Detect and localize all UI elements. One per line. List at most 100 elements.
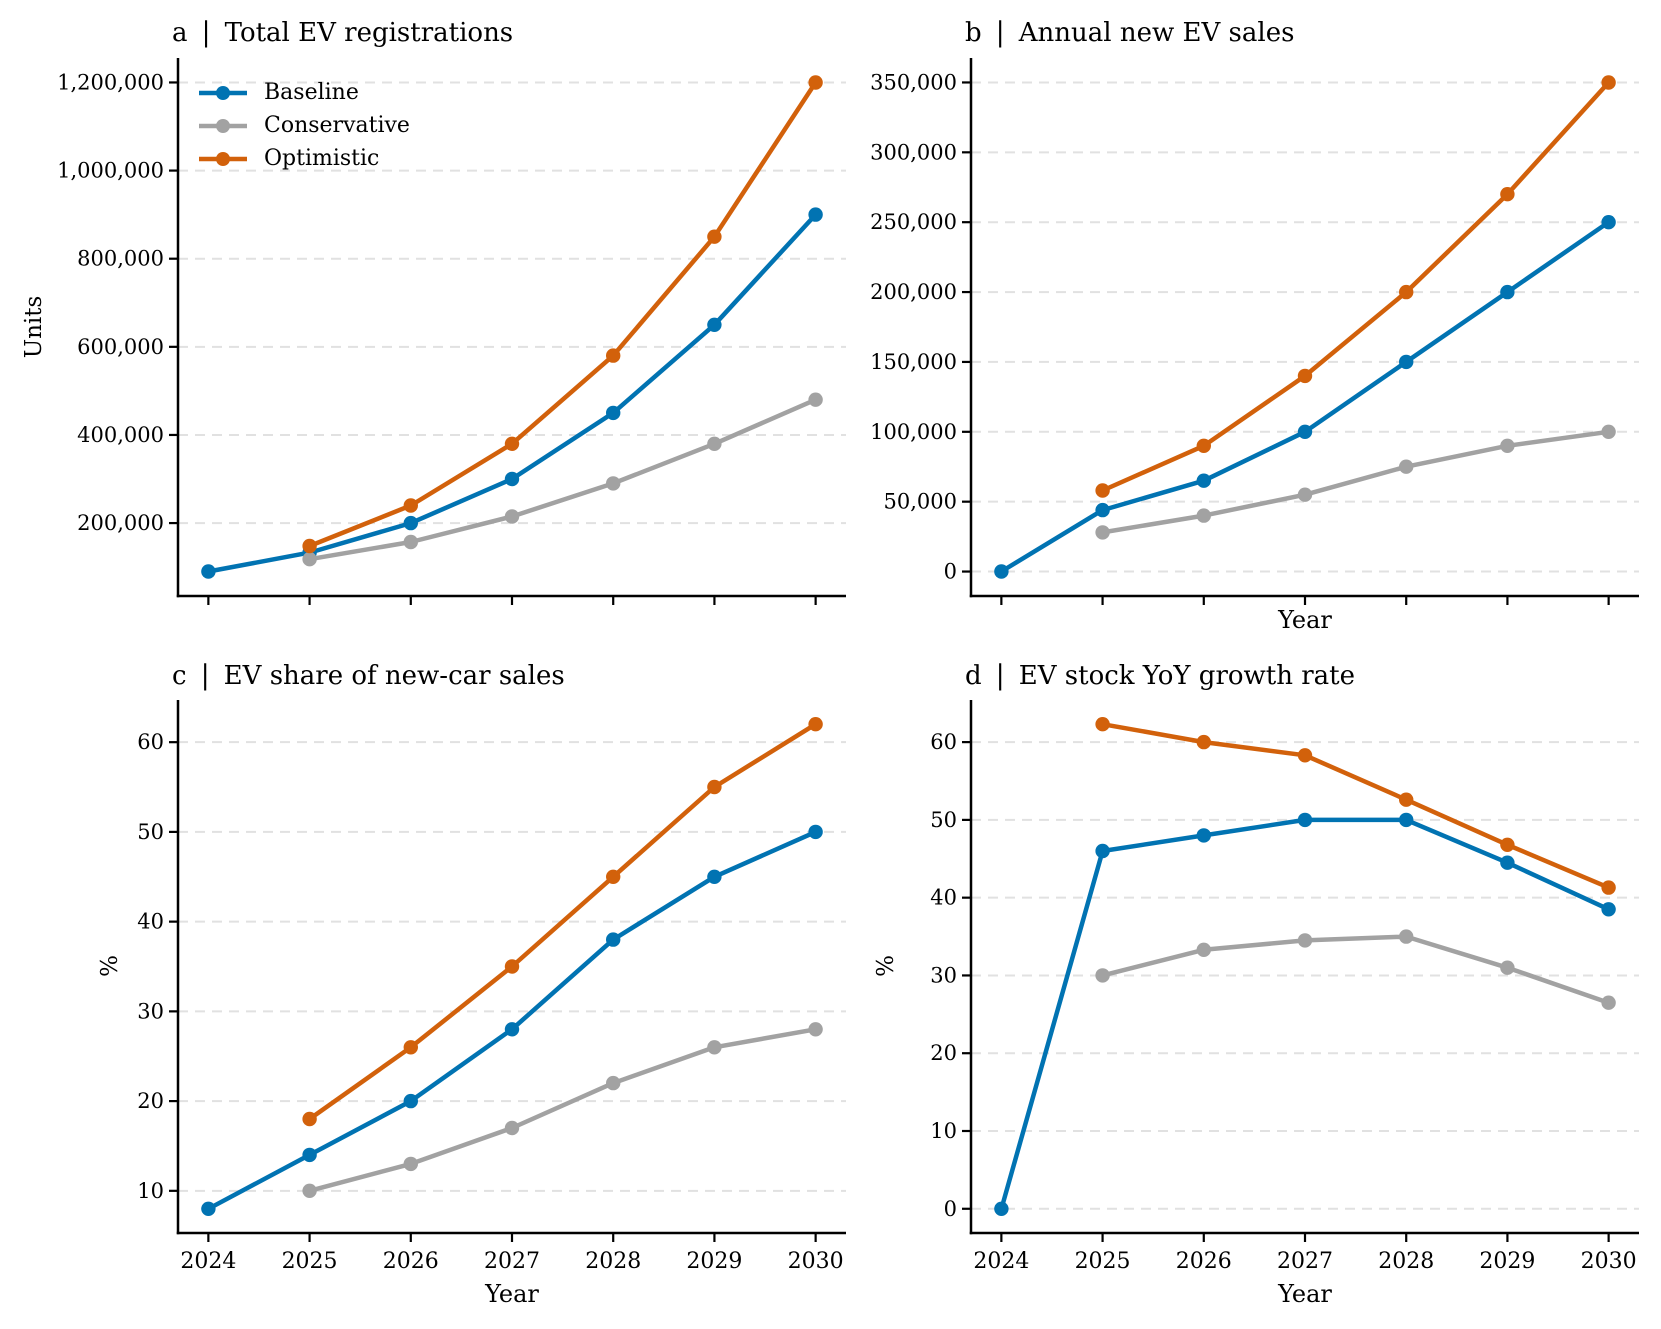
y-tick-label: 20 [930,1041,957,1065]
data-point-baseline [994,1201,1009,1217]
y-tick-label: 600,000 [77,335,164,359]
y-tick-label: 40 [930,886,957,910]
panel-a-title-separator: | [201,17,211,48]
data-point-optimistic [1095,483,1110,498]
y-tick-label: 60 [930,730,957,754]
data-point-baseline [403,1093,418,1109]
panel-d-y-axis-label: % [873,955,899,977]
data-point-conservative [1399,929,1414,944]
data-point-conservative [606,1075,621,1091]
data-point-baseline [1297,424,1313,439]
data-point-optimistic [1095,717,1110,732]
panel-b-letter: b [965,18,982,48]
panel-c-title-text: EV share of new-car sales [223,661,565,691]
data-point-conservative [1601,995,1616,1010]
x-tick-label: 2026 [383,1249,439,1274]
data-point-baseline [1095,843,1110,859]
y-tick-label: 1,000,000 [57,159,164,183]
panel-b: 0 50,000 100,000 150,000 200,000 250,000 300,0… [870,58,1639,605]
data-point-optimistic [1196,438,1212,453]
panel-b-x-axis-label: Year [1278,606,1332,634]
legend-item-optimistic: Optimistic [197,142,410,175]
x-tick-label: 2027 [484,1249,540,1274]
panel-a: 200,000 400,000 600,000 800,000 1,000,000 1,2… [57,58,846,605]
x-tick-label: 2029 [686,1249,742,1274]
panel-b-title: b | Annual new EV sales [965,17,1294,48]
data-point-optimistic [707,229,722,244]
y-tick-label: 20 [137,1089,164,1113]
data-point-baseline [1601,902,1616,917]
data-point-baseline [808,824,823,840]
data-point-optimistic [1601,75,1616,90]
data-point-baseline [1601,215,1616,230]
y-tick-label: 200,000 [870,280,957,304]
legend: Baseline Conservative Optimistic [197,76,410,175]
legend-line-marker-icon [199,85,247,100]
legend-label-baseline: Baseline [264,80,359,105]
data-point-baseline [1399,354,1414,370]
y-tick-label: 0 [944,560,957,584]
panel-c-title-separator: | [200,660,210,691]
data-point-baseline [1095,502,1110,518]
data-point-baseline [808,207,823,222]
series-line-baseline [999,817,1611,1212]
data-point-optimistic [808,75,823,90]
series-line-optimistic [307,80,818,549]
panel-d-title-text: EV stock YoY growth rate [1018,661,1356,691]
x-tick-label: 2024 [180,1249,236,1274]
data-point-optimistic [302,538,317,554]
y-tick-label: 800,000 [77,247,164,271]
x-tick-label: 2026 [1176,1249,1232,1274]
data-point-optimistic [403,1040,418,1055]
panel-d-x-axis-label: Year [1278,1280,1332,1308]
legend-label-conservative: Conservative [264,113,410,138]
y-tick-label: 50,000 [884,490,957,514]
data-point-conservative [504,1120,520,1136]
data-point-conservative [1196,508,1212,523]
panel-c-letter: c [172,661,187,691]
data-point-baseline [606,405,621,421]
panel-d-title-separator: | [995,660,1005,691]
y-tick-label: 250,000 [870,210,957,234]
data-point-baseline [606,932,621,947]
data-point-baseline [1500,284,1515,300]
data-point-conservative [1095,525,1110,540]
data-point-baseline [504,1022,520,1037]
y-tick-label: 300,000 [870,140,957,164]
series-line-conservative [307,1027,818,1194]
data-point-conservative [1196,942,1212,957]
panel-a-title: a | Total EV registrations [172,17,513,48]
data-point-baseline [201,564,216,579]
panel-d-letter: d [965,661,982,691]
series-line-conservative [1100,429,1611,535]
series-line-optimistic [1100,80,1611,493]
x-tick-label: 2027 [1277,1249,1333,1274]
data-point-baseline [1297,812,1313,828]
data-point-optimistic [1601,880,1616,895]
data-point-conservative [1601,424,1616,439]
x-tick-label: 2025 [282,1249,338,1274]
data-point-baseline [504,471,520,487]
data-point-conservative [1297,933,1313,948]
x-tick-label: 2025 [1075,1249,1131,1274]
x-tick-label: 2024 [973,1249,1029,1274]
data-point-baseline [994,564,1009,579]
y-tick-label: 30 [137,999,164,1023]
data-point-optimistic [1196,734,1212,750]
y-tick-label: 1,200,000 [57,70,164,94]
data-point-optimistic [606,869,621,884]
panel-c-y-axis-label: % [97,955,123,977]
x-tick-label: 2030 [788,1249,844,1274]
series-line-optimistic [1100,721,1611,890]
x-tick-label: 2028 [585,1249,641,1274]
data-point-conservative [808,392,823,407]
data-point-conservative [403,534,418,550]
data-point-baseline [1399,812,1414,828]
y-tick-label: 50 [137,820,164,844]
panel-a-y-axis-label: Units [21,295,47,359]
data-point-optimistic [1500,187,1515,202]
data-point-baseline [302,1147,317,1163]
